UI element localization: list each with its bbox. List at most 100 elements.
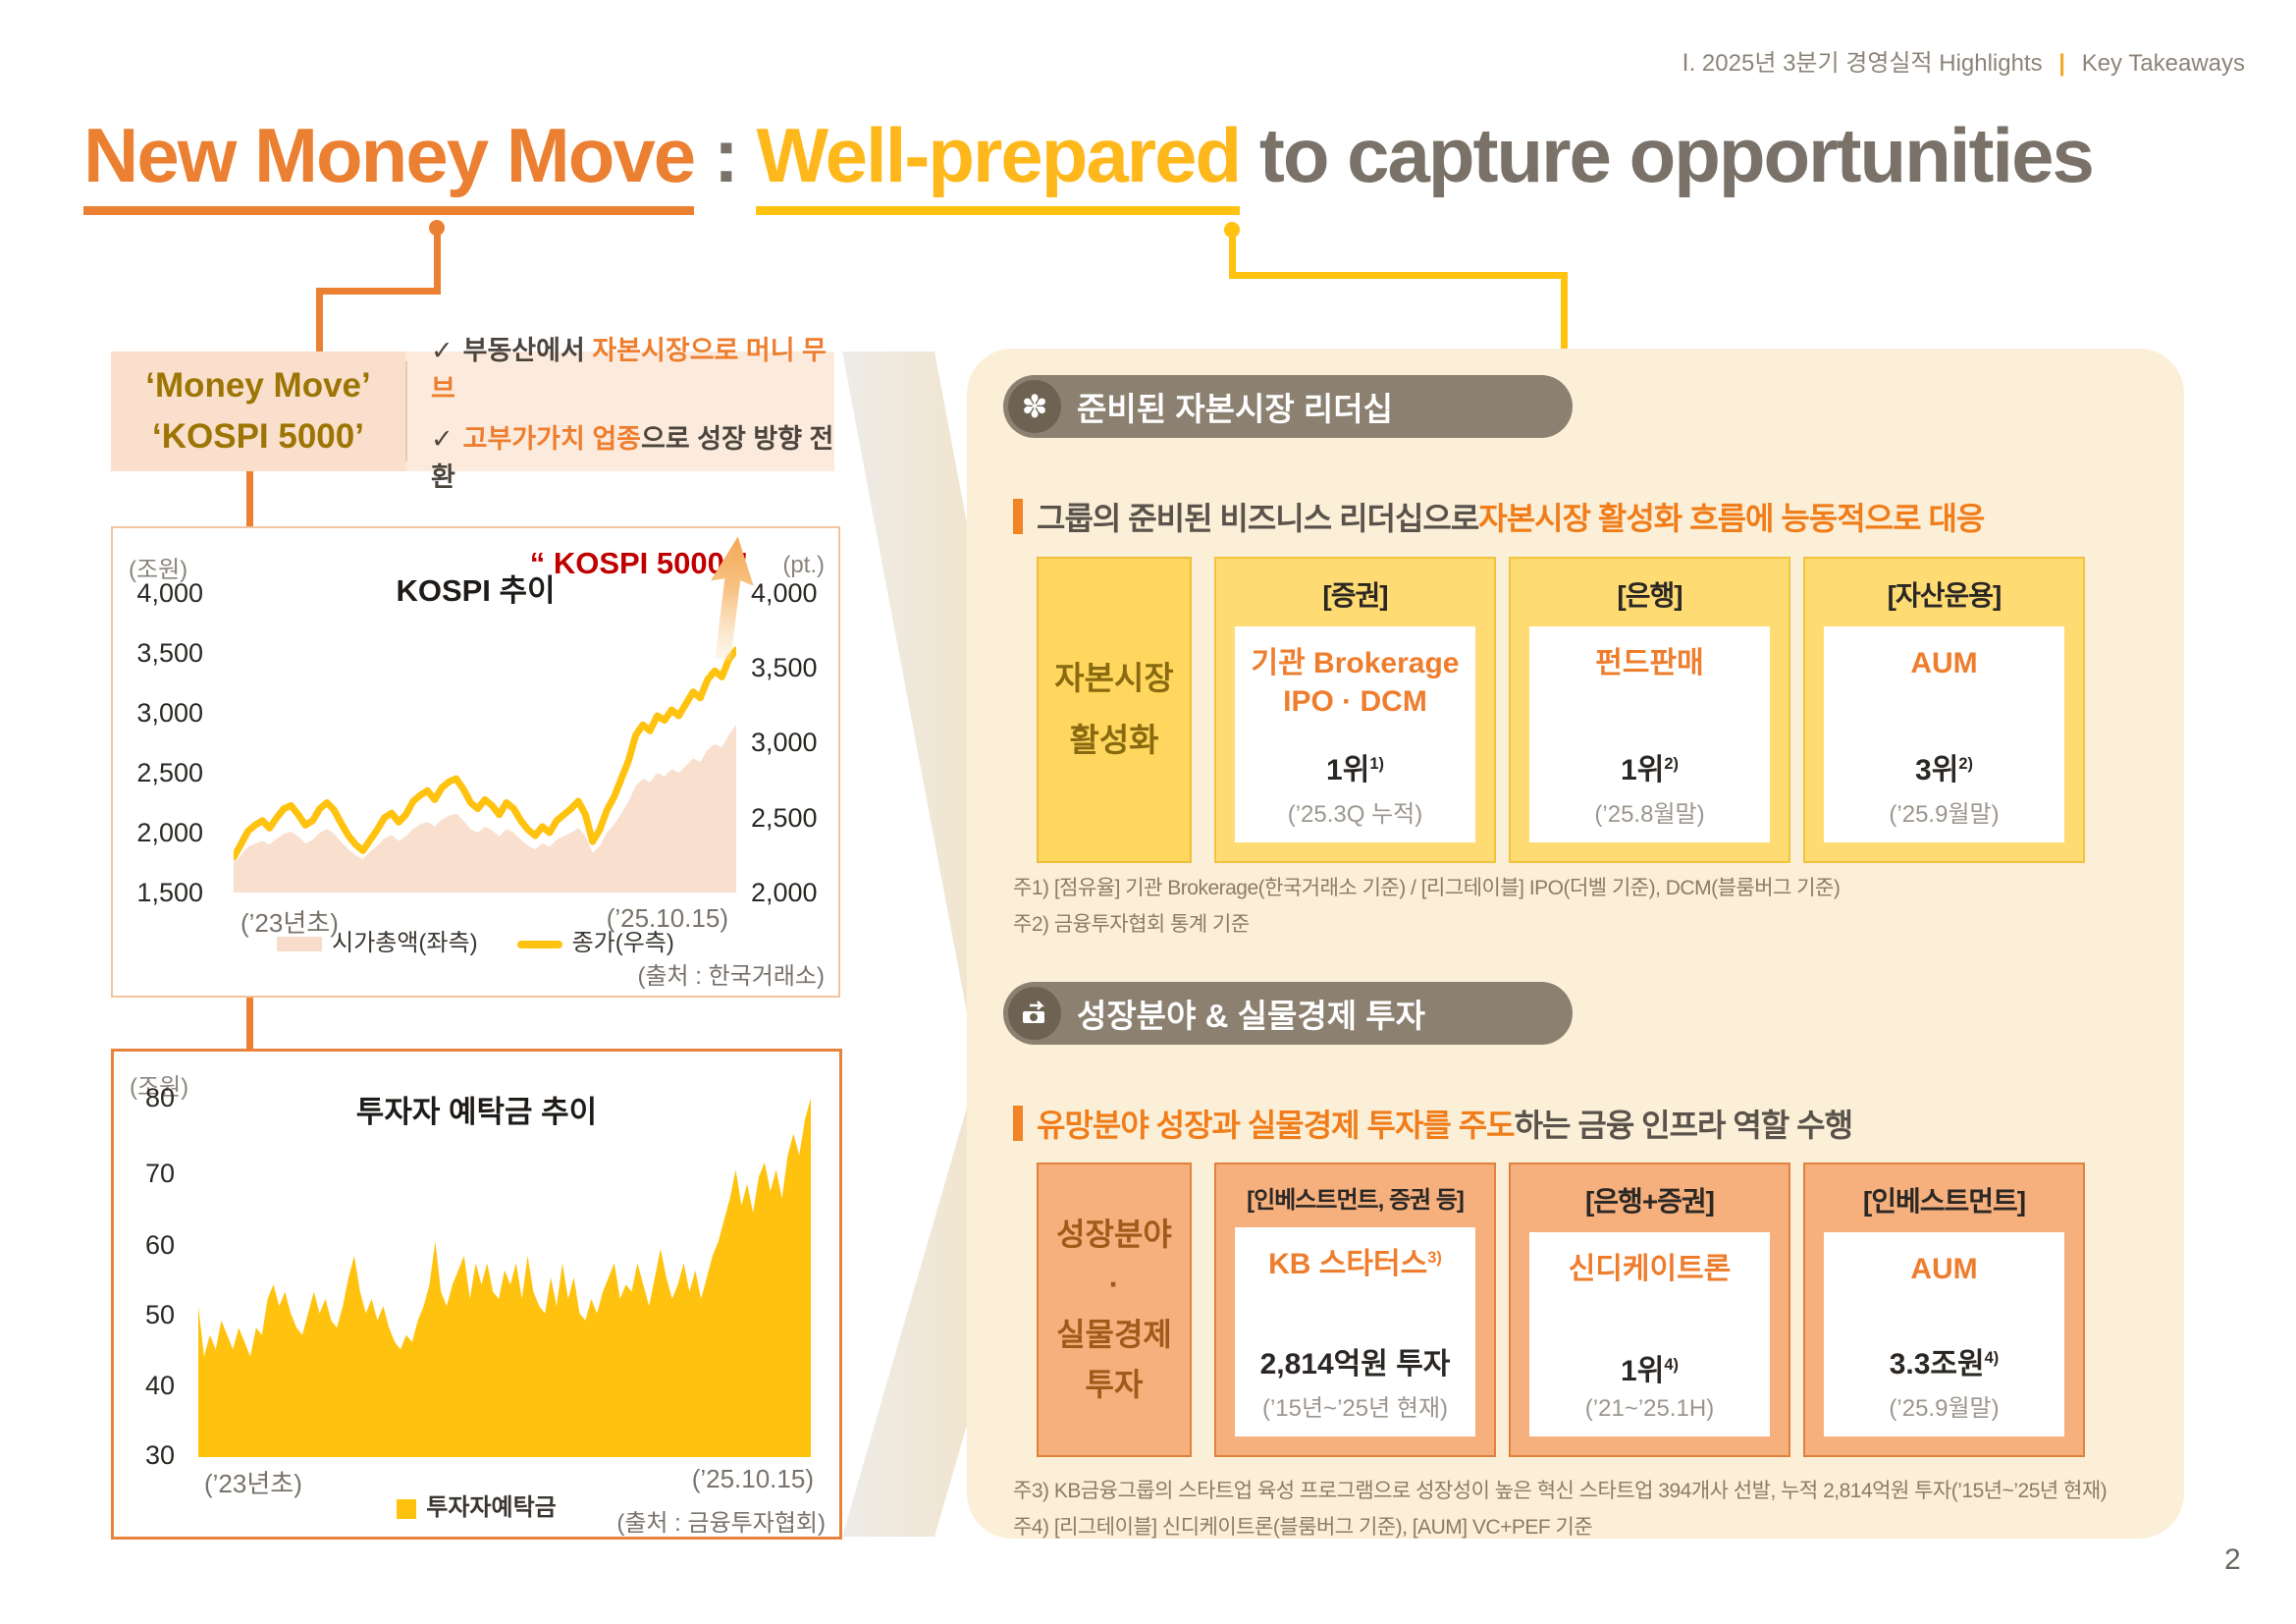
section2-lead: 유망분야 성장과 실물경제 투자를 주도 하는 금융 인프라 역할 수행: [1013, 1101, 1853, 1146]
box-title: AUM: [1910, 1253, 1978, 1285]
section2-box-aum: [인베스트먼트] AUM 3.3조원4) (’25.9월말): [1803, 1163, 2085, 1457]
breadcrumb-divider: |: [2058, 50, 2066, 77]
deposit-tick: 40: [144, 1371, 175, 1400]
lead-bar: [1013, 499, 1023, 534]
deposit-tick: 30: [144, 1440, 175, 1470]
orange-connector-v1: [434, 230, 441, 295]
deposit-chart-title: 투자자 예탁금 추이: [355, 1095, 598, 1129]
check-icon: ✓: [431, 424, 454, 454]
kospi-left-tick: 2,500: [136, 758, 203, 787]
box-note: (’25.8월말): [1594, 801, 1705, 828]
money-move-line2: ‘KOSPI 5000’: [152, 417, 364, 456]
box-body: AUM 3위2) (’25.9월말): [1824, 626, 2064, 842]
kospi-x-start: (’23년초): [240, 908, 339, 938]
kospi-chart-title: KOSPI 추이: [396, 573, 556, 608]
section2-pill-label: 성장분야 & 실물경제 투자: [1077, 998, 1425, 1034]
title-highlight-1: New Money Move: [83, 115, 696, 215]
title-rest: to capture opportunities: [1258, 112, 2095, 198]
orange-connector-box-to-chart1: [246, 469, 253, 528]
orange-connector-dot: [429, 220, 445, 236]
section1-pill-label: 준비된 자본시장 리더십: [1077, 391, 1393, 427]
box-header: [증권]: [1322, 580, 1388, 611]
box-body: KB 스타터스3) 2,814억원 투자 (’15년~’25년 현재): [1235, 1227, 1475, 1436]
box-title: 기관 Brokerage IPO · DCM: [1251, 647, 1460, 718]
kospi-x-end: (’25.10.15): [606, 903, 728, 933]
box-title: 펀드판매: [1595, 647, 1704, 679]
deposit-x-start: (’23년초): [204, 1469, 302, 1498]
box-body: 펀드판매 1위2) (’25.8월말): [1529, 626, 1770, 842]
box-note: (’25.3Q 누적): [1287, 801, 1423, 828]
legend-item-deposit: 투자자예탁금: [397, 1488, 557, 1522]
breadcrumb-section: Ⅰ. 2025년 3분기 경영실적 Highlights: [1682, 50, 2043, 77]
box-rank: 3위2): [1915, 754, 1973, 786]
box-note: (’25.9월말): [1889, 1395, 2000, 1422]
box-header: [인베스트먼트]: [1862, 1186, 2026, 1217]
box-header: [인베스트먼트, 증권 등]: [1247, 1187, 1465, 1214]
money-move-callout: ‘Money Move’ ‘KOSPI 5000’ ✓ 부동산에서 자본시장으로 …: [111, 336, 834, 492]
deposit-legend: 투자자예탁금: [114, 1488, 839, 1522]
deposit-chart: (조원) 투자자 예탁금 추이 80 70 60 50 40 30 (’23년초…: [111, 1049, 842, 1540]
deposit-tick: 80: [144, 1083, 175, 1112]
section1-footnote-1: 주1) [점유율] 기관 Brokerage(한국거래소 기준) / [리그테이…: [1013, 877, 1841, 899]
section1-box-asset-mgmt: [자산운용] AUM 3위2) (’25.9월말): [1803, 557, 2085, 863]
callout-check-1: ✓ 부동산에서 자본시장으로 머니 무브: [431, 336, 827, 404]
orange-connector-v2: [316, 288, 323, 353]
box-header: [은행+증권]: [1584, 1186, 1715, 1217]
kospi-left-tick: 3,500: [136, 638, 203, 668]
section2-side-label: 성장분야 · 실물경제 투자: [1037, 1163, 1192, 1457]
callout-checklist: ✓ 부동산에서 자본시장으로 머니 무브 ✓ 고부가가치 업종으로 성장 방향 전환: [407, 336, 834, 492]
kospi-right-tick: 2,500: [751, 803, 818, 833]
deposit-tick: 60: [144, 1230, 175, 1260]
box-title: KB 스타터스3): [1268, 1248, 1442, 1280]
check-icon: ✓: [431, 336, 454, 365]
orange-connector-h: [316, 288, 441, 295]
box-title: 신디케이트론: [1568, 1253, 1732, 1285]
kospi-left-tick: 2,000: [136, 818, 203, 847]
box-note: (’21~’25.1H): [1584, 1395, 1715, 1422]
kospi-left-unit: (조원): [129, 557, 188, 583]
line-swatch: [516, 940, 562, 948]
section2-footnote-2: 주4) [리그테이블] 신디케이트론(블룸버그 기준), [AUM] VC+PE…: [1013, 1516, 1593, 1539]
kospi-right-tick: 4,000: [751, 578, 818, 608]
box-title: AUM: [1910, 647, 1978, 679]
kospi-left-tick: 1,500: [136, 878, 203, 907]
section2-box-kb-starters: [인베스트먼트, 증권 등] KB 스타터스3) 2,814억원 투자 (’15…: [1214, 1163, 1496, 1457]
kospi-legend: 시가총액(좌측) 종가(우측): [113, 923, 838, 957]
section2-footnote-1: 주3) KB금융그룹의 스타트업 육성 프로그램으로 성장성이 높은 혁신 스타…: [1013, 1480, 2108, 1502]
page-title: New Money Move : Well-prepared to captur…: [83, 115, 2095, 215]
money-move-line1: ‘Money Move’: [145, 365, 371, 405]
title-separator: :: [713, 112, 739, 198]
box-rank: 1위4): [1621, 1355, 1679, 1387]
callout-check-2: ✓ 고부가가치 업종으로 성장 방향 전환: [431, 424, 834, 492]
deposit-unit: (조원): [130, 1074, 189, 1101]
gold-connector-v1: [1229, 232, 1236, 279]
box-body: 기관 Brokerage IPO · DCM 1위1) (’25.3Q 누적): [1235, 626, 1475, 842]
money-move-label: ‘Money Move’ ‘KOSPI 5000’: [111, 352, 405, 471]
kospi-right-unit: (pt.): [782, 552, 825, 578]
box-rank: 1위2): [1621, 754, 1679, 786]
money-transfer-icon: [1008, 987, 1061, 1040]
legend-item-close: 종가(우측): [516, 923, 674, 957]
kospi-right-tick: 2,000: [751, 878, 818, 907]
gold-connector-v2: [1561, 272, 1568, 351]
section1-box-securities: [증권] 기관 Brokerage IPO · DCM 1위1) (’25.3Q…: [1214, 557, 1496, 863]
kospi-plot: [234, 646, 736, 893]
section1-lead: 그룹의 준비된 비즈니스 리더십으로 자본시장 활성화 흐름에 능동적으로 대응: [1013, 494, 1985, 539]
legend-item-mcap: 시가총액(좌측): [277, 923, 478, 957]
box-note: (’15년~’25년 현재): [1261, 1395, 1449, 1422]
area-swatch: [277, 937, 323, 952]
kospi-right-tick: 3,500: [751, 653, 818, 682]
kospi-5000-annotation: “ KOSPI 5000 ”: [529, 546, 748, 580]
gold-connector-h: [1229, 272, 1568, 279]
section2-box-syndicated-loan: [은행+증권] 신디케이트론 1위4) (’21~’25.1H): [1509, 1163, 1790, 1457]
callout-divider: [405, 361, 407, 461]
box-rank: 1위1): [1326, 754, 1384, 786]
box-body: AUM 3.3조원4) (’25.9월말): [1824, 1232, 2064, 1436]
section1-side-label: 자본시장 활성화: [1037, 557, 1192, 863]
deposit-source: (출처 : 금융투자협회): [616, 1510, 826, 1537]
kb-emblem-icon: ✽: [1008, 380, 1061, 433]
box-value: 3.3조원4): [1889, 1348, 2000, 1380]
box-note: (’25.9월말): [1889, 801, 2000, 828]
box-header: [자산운용]: [1887, 580, 2002, 611]
